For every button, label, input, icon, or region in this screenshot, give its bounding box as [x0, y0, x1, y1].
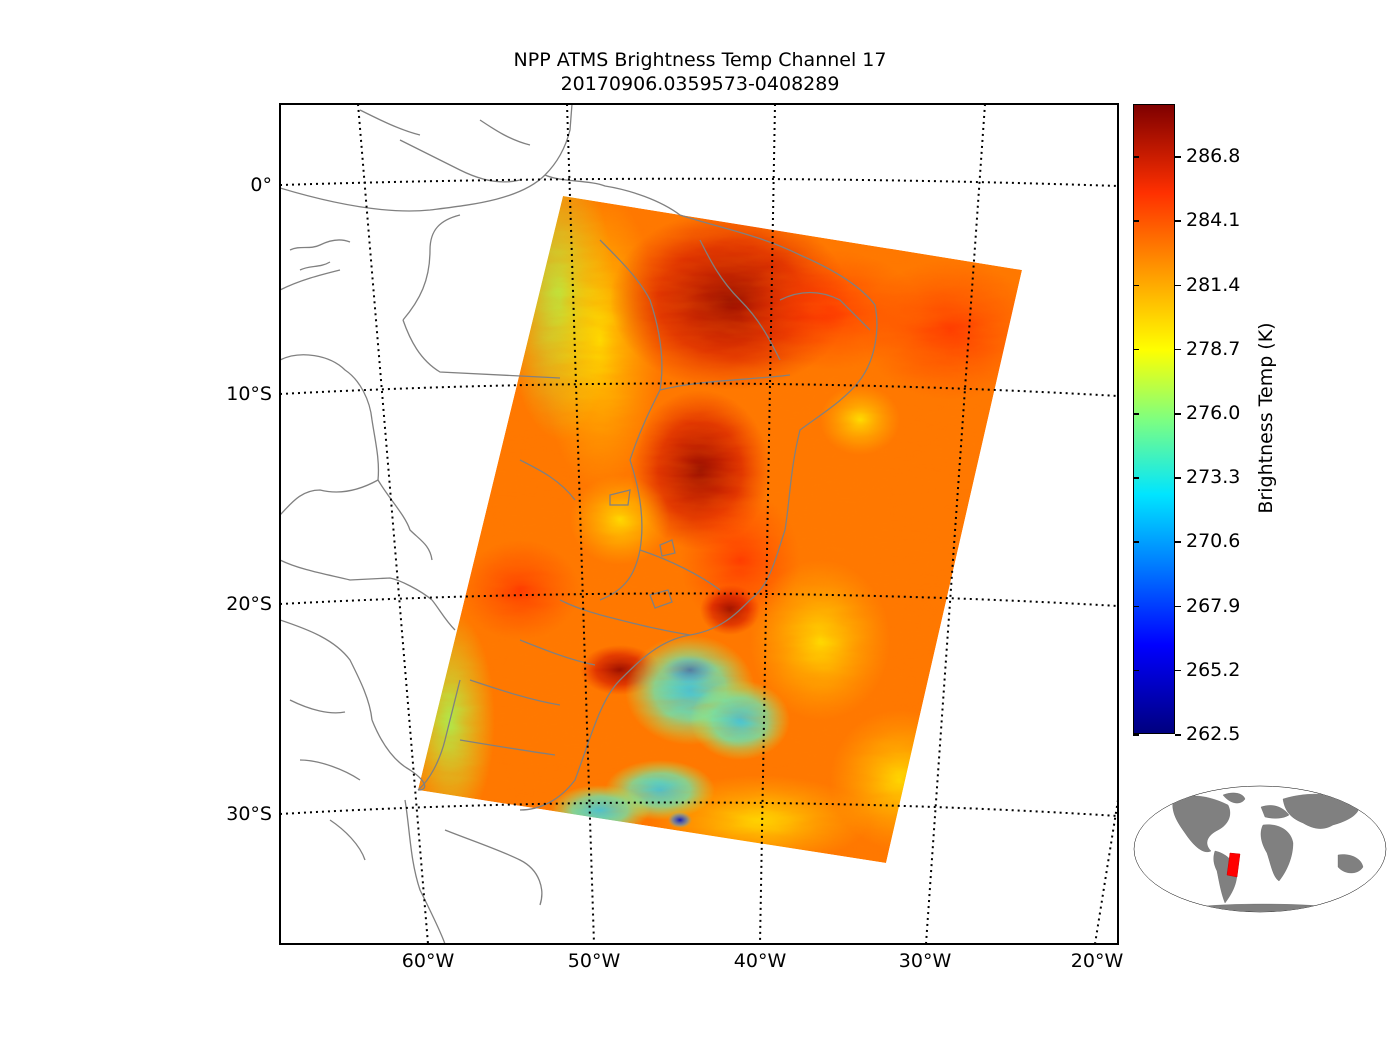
colorbar-tick-mark-inner [1133, 156, 1139, 158]
colorbar-tick-mark-inner [1133, 541, 1139, 543]
colorbar-tick-mark-inner [1133, 413, 1139, 415]
colorbar-tick-label: 267.9 [1186, 594, 1241, 617]
colorbar-tick-label: 278.7 [1186, 337, 1241, 360]
colorbar-tick-label: 273.3 [1186, 466, 1241, 489]
chart-title: NPP ATMS Brightness Temp Channel 17 [513, 49, 887, 71]
colorbar-tick-label: 284.1 [1186, 209, 1241, 232]
lat-label-0: 0° [250, 174, 272, 196]
colorbar-tick-mark-inner [1133, 669, 1139, 672]
colorbar-tick-mark [1175, 605, 1181, 608]
colorbar-tick-mark-inner [1133, 348, 1139, 351]
colorbar-tick-mark [1175, 734, 1181, 736]
globe-inset-map [1133, 785, 1387, 913]
colorbar-tick-mark-inner [1133, 734, 1139, 736]
colorbar-tick-label: 265.2 [1186, 658, 1241, 681]
coastlines-and-borders [280, 104, 878, 944]
colorbar-tick-label: 286.8 [1186, 145, 1241, 168]
colorbar-tick-mark [1175, 348, 1181, 351]
colorbar-tick-label: 281.4 [1186, 273, 1241, 296]
colorbar-tick-label: 270.6 [1186, 530, 1241, 553]
lat-label-30s: 30°S [226, 803, 272, 825]
colorbar-tick-mark [1175, 669, 1181, 672]
colorbar-tick-mark-inner [1133, 220, 1139, 222]
colorbar-tick-mark [1175, 220, 1181, 222]
brightness-temperature-swath [418, 196, 1022, 863]
lon-label-50w: 50°W [567, 950, 621, 972]
map-plot-area [280, 104, 1118, 944]
lon-label-20w: 20°W [1070, 950, 1124, 972]
lat-label-20s: 20°S [226, 593, 272, 615]
lon-label-40w: 40°W [733, 950, 787, 972]
colorbar-tick-label: 262.5 [1186, 723, 1241, 745]
colorbar [1133, 104, 1175, 734]
inset-swath-footprint [1226, 852, 1241, 878]
colorbar-title: Brightness Temp (K) [1255, 322, 1277, 514]
colorbar-tick-mark [1175, 284, 1181, 287]
colorbar-tick-mark [1175, 413, 1181, 415]
colorbar-tick-mark [1175, 477, 1181, 479]
colorbar-tick-mark-inner [1133, 605, 1139, 608]
lat-label-10s: 10°S [226, 383, 272, 405]
colorbar-tick-mark [1175, 156, 1181, 158]
lon-label-30w: 30°W [898, 950, 952, 972]
colorbar-tick-label: 276.0 [1186, 402, 1241, 425]
inset-continents [1172, 792, 1364, 912]
colorbar-tick-mark [1175, 541, 1181, 543]
colorbar-tick-mark-inner [1133, 477, 1139, 479]
colorbar-tick-mark-inner [1133, 284, 1139, 287]
map-frame [279, 103, 1119, 945]
graticule [280, 104, 1118, 944]
chart-subtitle-timestamp: 20170906.0359573-0408289 [560, 73, 840, 95]
lon-label-60w: 60°W [401, 950, 455, 972]
